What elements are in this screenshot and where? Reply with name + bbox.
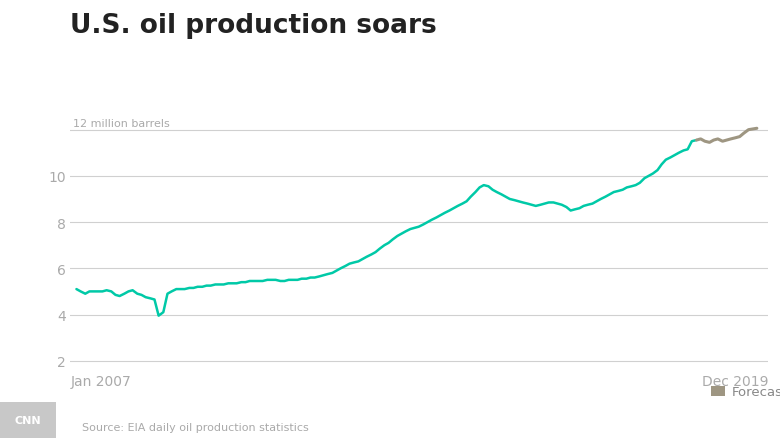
Text: Forecast: Forecast — [732, 385, 780, 398]
Text: Jan 2007: Jan 2007 — [70, 374, 131, 389]
Text: Source: EIA daily oil production statistics: Source: EIA daily oil production statist… — [82, 422, 309, 432]
Text: Dec 2019: Dec 2019 — [702, 374, 768, 389]
Text: U.S. oil production soars: U.S. oil production soars — [70, 13, 437, 39]
Text: 12 million barrels: 12 million barrels — [73, 119, 169, 128]
Text: CNN: CNN — [15, 415, 41, 425]
